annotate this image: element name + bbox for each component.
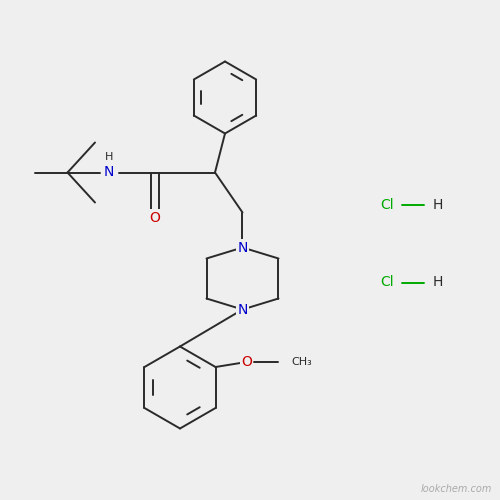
Text: O: O xyxy=(241,355,252,369)
Text: N: N xyxy=(104,166,114,179)
Text: H: H xyxy=(432,198,443,212)
Text: N: N xyxy=(238,302,248,316)
Text: N: N xyxy=(238,240,248,254)
Text: H: H xyxy=(432,276,443,289)
Text: CH₃: CH₃ xyxy=(292,357,312,367)
Text: lookchem.com: lookchem.com xyxy=(421,484,492,494)
Text: H: H xyxy=(105,152,113,162)
Text: Cl: Cl xyxy=(380,276,394,289)
Text: Cl: Cl xyxy=(380,198,394,212)
Text: O: O xyxy=(150,210,160,224)
